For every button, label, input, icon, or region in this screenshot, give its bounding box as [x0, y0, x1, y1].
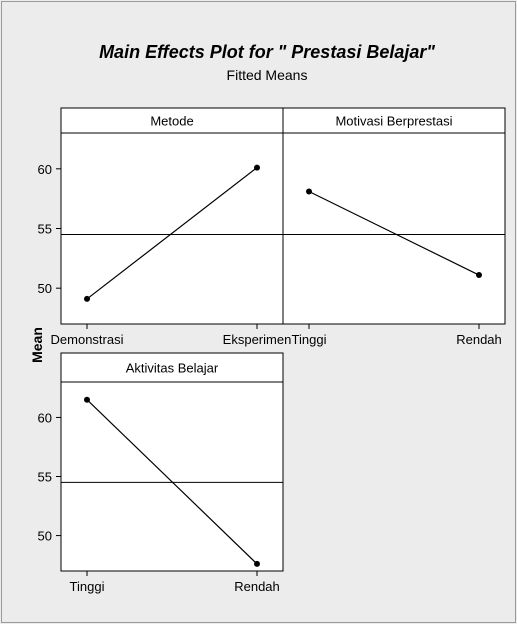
panel-plot-area	[60, 107, 284, 325]
chart-title: Main Effects Plot for " Prestasi Belajar…	[99, 42, 435, 62]
panel-1: Metode 50 55 60 Demonstrasi Eksperimen	[38, 107, 292, 347]
data-point	[306, 188, 312, 195]
y-tick-label: 55	[38, 470, 52, 485]
y-tick-label: 60	[38, 162, 52, 177]
y-tick-label: 60	[38, 410, 52, 425]
panel-strip-label: Metode	[150, 114, 193, 129]
x-tick-label: Rendah	[456, 332, 502, 347]
y-axis-label: Mean	[29, 327, 45, 363]
series-line	[86, 167, 258, 300]
series-line	[308, 190, 480, 276]
x-tick-label: Demonstrasi	[51, 332, 124, 347]
panel-plot-area	[282, 107, 506, 325]
x-tick-label: Tinggi	[70, 579, 105, 594]
panel-strip-label: Motivasi Berprestasi	[335, 114, 452, 129]
x-tick-label: Eksperimen	[223, 332, 292, 347]
panel-strip-label: Aktivitas Belajar	[126, 361, 219, 376]
chart-subtitle: Fitted Means	[227, 67, 308, 83]
data-point	[254, 164, 260, 171]
data-point	[254, 560, 260, 567]
data-point	[476, 272, 482, 279]
panel-3: Aktivitas Belajar 50 55 60 Tinggi Rendah	[38, 352, 284, 594]
data-point	[84, 396, 90, 403]
data-point	[84, 295, 90, 302]
y-tick-label: 50	[38, 529, 52, 544]
panel-2: Motivasi Berprestasi Tinggi Rendah	[282, 107, 506, 347]
x-tick-label: Rendah	[234, 579, 280, 594]
series-line	[86, 399, 258, 565]
panel-plot-area	[60, 352, 284, 572]
y-tick-label: 55	[38, 222, 52, 237]
x-tick-label: Tinggi	[292, 332, 327, 347]
y-tick-label: 50	[38, 281, 52, 296]
